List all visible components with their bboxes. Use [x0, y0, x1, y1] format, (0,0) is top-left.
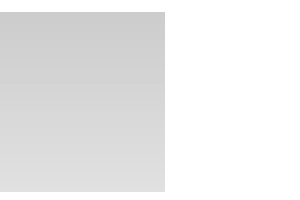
Text: 10: 10	[119, 159, 129, 168]
Text: 25: 25	[119, 110, 129, 119]
Text: KDa: KDa	[115, 21, 130, 30]
Text: 70: 70	[119, 55, 129, 64]
Text: 35: 35	[119, 92, 129, 101]
Text: 100: 100	[115, 36, 129, 45]
Bar	[38, 161, 165, 165]
Bar	[38, 91, 165, 96]
Text: 15: 15	[119, 137, 129, 146]
Text: 40: 40	[119, 85, 129, 94]
Text: 55: 55	[119, 68, 129, 77]
